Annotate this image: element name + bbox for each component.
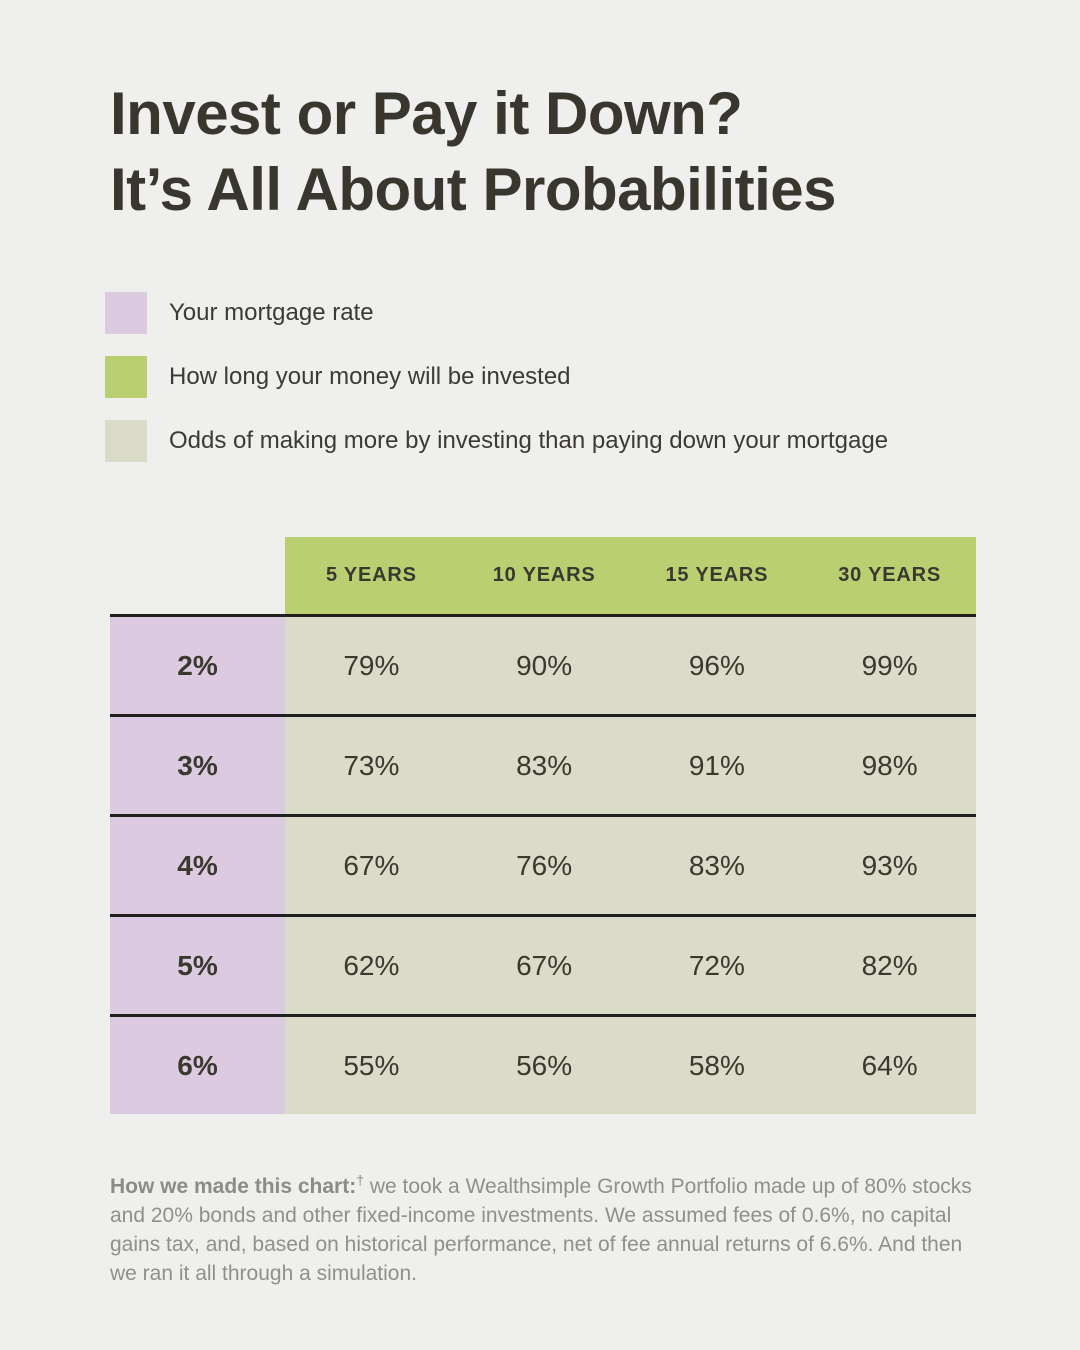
table-row: 2% 79% 90% 96% 99%: [110, 614, 976, 714]
table-header-row: 5 YEARS 10 YEARS 15 YEARS 30 YEARS: [285, 537, 976, 614]
page-title-line-1: Invest or Pay it Down?: [110, 80, 743, 147]
page-title: Invest or Pay it Down? It’s All About Pr…: [110, 76, 837, 228]
legend: Your mortgage rate How long your money w…: [105, 292, 888, 484]
rate-cell: 4%: [110, 817, 285, 914]
legend-item-investment-duration: How long your money will be invested: [105, 356, 888, 398]
value-cell: 56%: [457, 1017, 631, 1114]
rate-cell: 2%: [110, 617, 285, 714]
value-cell: 98%: [803, 717, 976, 814]
value-cell: 83%: [630, 817, 804, 914]
value-cell: 83%: [457, 717, 631, 814]
legend-swatch-purple: [105, 292, 147, 334]
legend-label: Your mortgage rate: [169, 299, 374, 326]
value-cell: 58%: [630, 1017, 804, 1114]
page-title-line-2: It’s All About Probabilities: [110, 156, 837, 223]
table-row: 6% 55% 56% 58% 64%: [110, 1014, 976, 1114]
value-cell: 91%: [630, 717, 804, 814]
value-cell: 90%: [457, 617, 631, 714]
table-row: 3% 73% 83% 91% 98%: [110, 714, 976, 814]
legend-swatch-sage: [105, 420, 147, 462]
value-cell: 99%: [803, 617, 976, 714]
value-cell: 64%: [803, 1017, 976, 1114]
table-header-5-years: 5 YEARS: [325, 564, 417, 586]
value-cell: 73%: [285, 717, 458, 814]
value-cell: 93%: [803, 817, 976, 914]
footnote: How we made this chart:† we took a Wealt…: [110, 1166, 975, 1288]
table-header-15-years: 15 YEARS: [665, 564, 769, 586]
value-cell: 79%: [285, 617, 458, 714]
rate-cell: 6%: [110, 1017, 285, 1114]
footnote-body: we took a Wealthsimple Growth Portfolio …: [110, 1175, 972, 1285]
legend-swatch-green: [105, 356, 147, 398]
footnote-dagger: †: [356, 1172, 365, 1188]
probability-table: 5 YEARS 10 YEARS 15 YEARS 30 YEARS 2% 79…: [110, 537, 976, 1114]
legend-item-odds: Odds of making more by investing than pa…: [105, 420, 888, 462]
table-header-10-years: 10 YEARS: [492, 564, 596, 586]
value-cell: 55%: [285, 1017, 458, 1114]
value-cell: 76%: [457, 817, 631, 914]
footnote-lead: How we made this chart:: [110, 1175, 357, 1198]
legend-label: Odds of making more by investing than pa…: [169, 427, 889, 454]
table-header-30-years: 30 YEARS: [838, 564, 941, 586]
value-cell: 67%: [285, 817, 458, 914]
value-cell: 67%: [457, 917, 631, 1014]
table-row: 5% 62% 67% 72% 82%: [110, 914, 976, 1014]
value-cell: 62%: [285, 917, 458, 1014]
table-row: 4% 67% 76% 83% 93%: [110, 814, 976, 914]
value-cell: 82%: [803, 917, 976, 1014]
legend-item-mortgage-rate: Your mortgage rate: [105, 292, 888, 334]
value-cell: 96%: [630, 617, 804, 714]
legend-label: How long your money will be invested: [169, 363, 571, 390]
rate-cell: 3%: [110, 717, 285, 814]
value-cell: 72%: [630, 917, 804, 1014]
rate-cell: 5%: [110, 917, 285, 1014]
